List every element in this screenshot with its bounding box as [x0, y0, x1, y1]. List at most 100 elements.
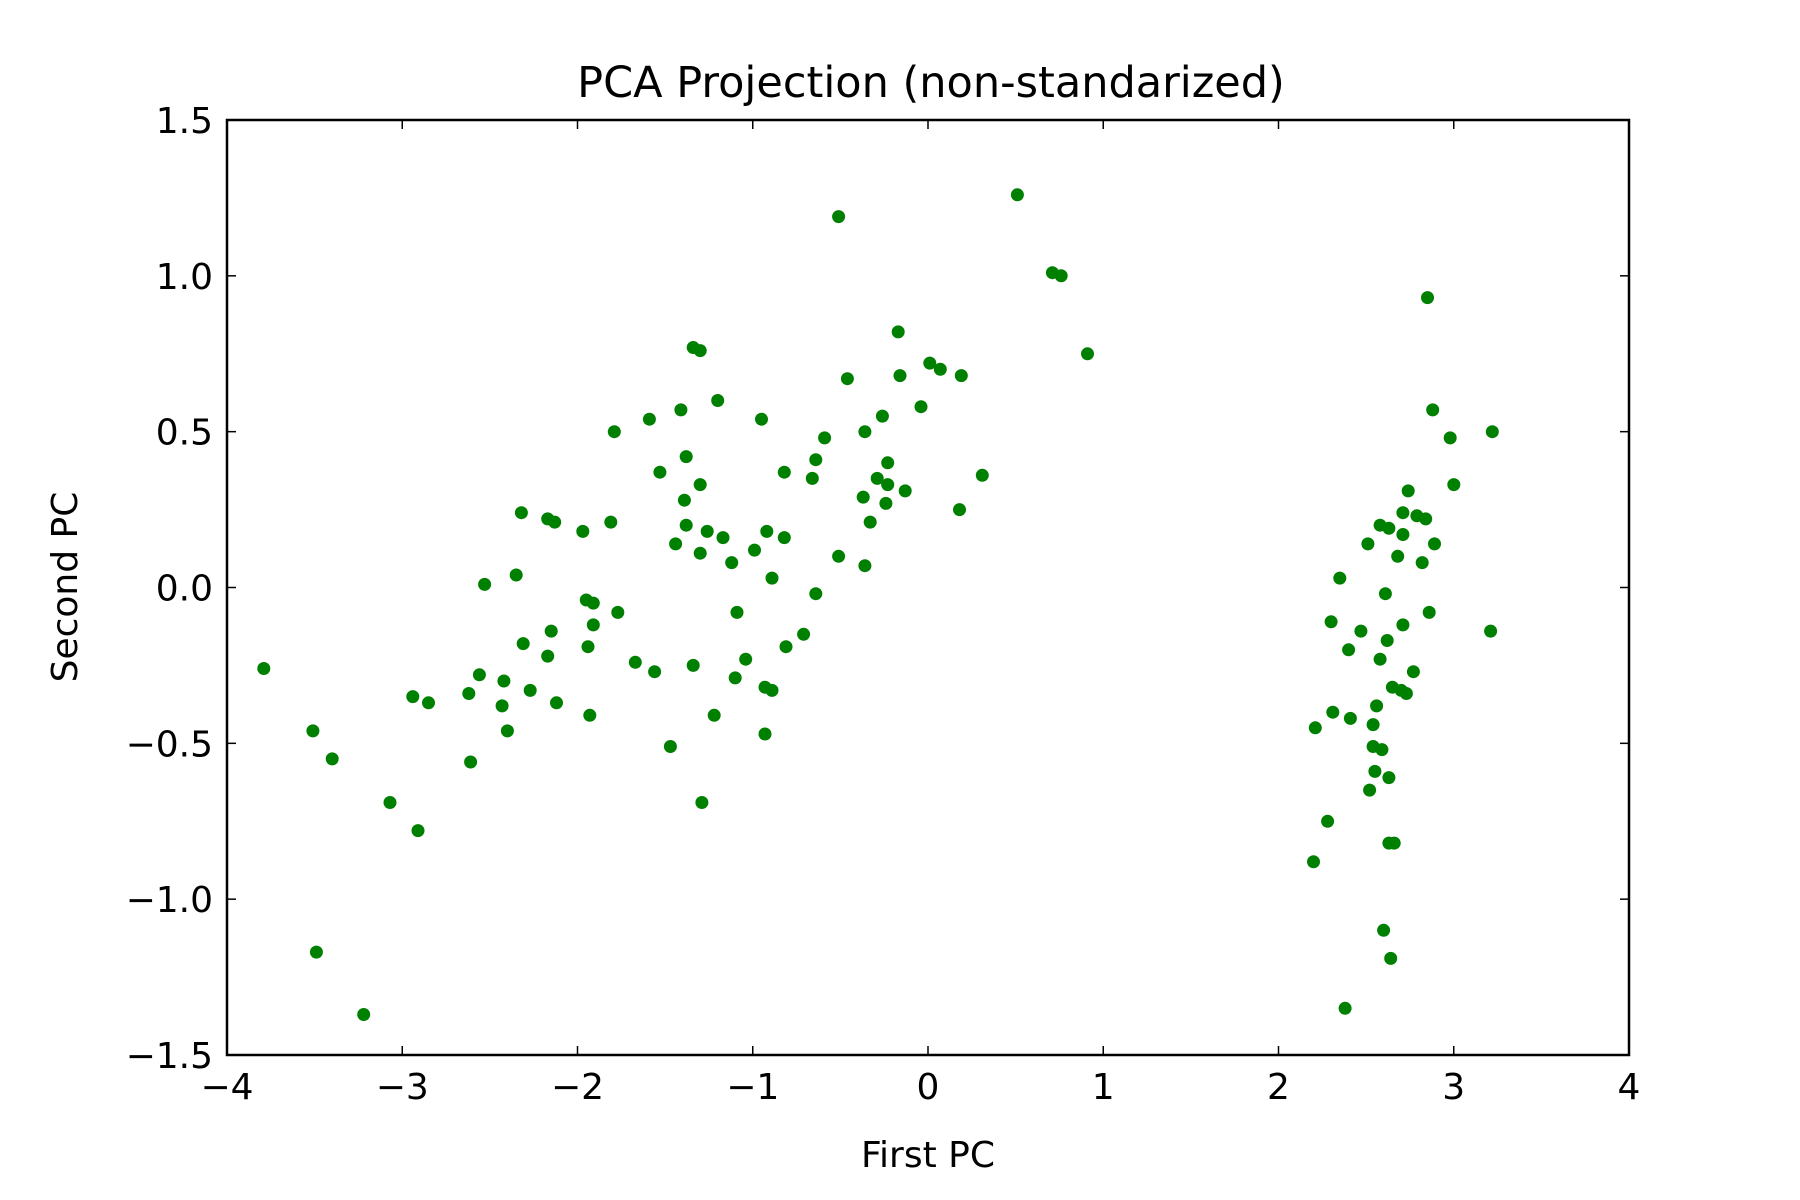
scatter-point: [730, 605, 744, 619]
scatter-point: [1399, 687, 1413, 700]
scatter-point: [1384, 951, 1398, 965]
scatter-point: [544, 624, 558, 638]
scatter-point: [1342, 643, 1356, 657]
scatter-point: [1387, 836, 1401, 850]
scatter-point: [933, 362, 947, 376]
scatter-point: [1426, 403, 1440, 417]
scatter-point: [765, 571, 779, 585]
scatter-point: [818, 431, 832, 445]
scatter-point: [548, 515, 562, 529]
scatter-point: [1443, 431, 1457, 445]
scatter-point: [257, 662, 271, 675]
scatter-point: [686, 658, 700, 672]
scatter-point: [648, 665, 662, 679]
x-tick-label: 4: [1618, 1067, 1641, 1108]
scatter-point: [653, 465, 667, 479]
scatter-point: [797, 627, 811, 641]
scatter-point: [707, 708, 721, 722]
x-tick-label: 3: [1442, 1067, 1465, 1108]
scatter-point: [462, 687, 476, 700]
scatter-point: [809, 453, 823, 467]
scatter-point: [1428, 537, 1441, 551]
scatter-point: [357, 1008, 371, 1021]
scatter-point: [1375, 743, 1389, 757]
scatter-point: [881, 456, 895, 470]
scatter-point: [1333, 571, 1347, 585]
scatter-point: [1377, 923, 1391, 937]
scatter-point: [1382, 521, 1396, 535]
y-tick-label: 1.0: [156, 257, 213, 298]
scatter-point: [1415, 556, 1429, 570]
scatter-point: [495, 699, 509, 713]
scatter-point: [306, 724, 320, 738]
scatter-point: [693, 546, 707, 560]
scatter-point: [1447, 478, 1461, 492]
scatter-point: [777, 465, 791, 479]
scatter-point: [1307, 855, 1320, 869]
scatter-point: [309, 945, 323, 959]
y-tick-label: −0.5: [126, 724, 213, 765]
x-tick-label: −1: [726, 1067, 779, 1108]
scatter-point: [700, 524, 714, 538]
scatter-point: [1485, 425, 1499, 439]
scatter-point: [1421, 291, 1434, 305]
scatter-point: [953, 503, 966, 517]
y-tick-label: 1.5: [156, 101, 213, 142]
scatter-point: [832, 549, 846, 563]
scatter-point: [695, 796, 709, 809]
scatter-point: [725, 556, 739, 570]
scatter-point: [422, 696, 435, 710]
scatter-point: [550, 696, 563, 710]
scatter-point: [514, 506, 528, 520]
x-tick-label: 2: [1267, 1067, 1290, 1108]
scatter-point: [1396, 506, 1410, 520]
scatter-point: [497, 674, 511, 688]
scatter-point: [858, 425, 872, 439]
scatter-point: [1326, 705, 1340, 719]
scatter-point: [777, 531, 791, 545]
scatter-point: [478, 577, 492, 591]
scatter-point: [755, 412, 768, 426]
scatter-point: [891, 325, 905, 339]
scatter-point: [739, 652, 753, 666]
scatter-point: [856, 490, 870, 504]
scatter-point: [1484, 624, 1498, 638]
data-points: [257, 188, 1499, 1021]
scatter-point: [1324, 615, 1338, 629]
scatter-point: [516, 637, 530, 651]
scatter-point: [1010, 188, 1024, 202]
scatter-point: [1396, 528, 1410, 541]
scatter-point: [898, 484, 912, 498]
scatter-point: [1343, 711, 1357, 725]
scatter-point: [611, 605, 625, 619]
y-tick-label: −1.0: [126, 880, 213, 921]
scatter-point: [765, 683, 779, 697]
scatter-point: [1406, 665, 1420, 679]
y-tick-label: −1.5: [126, 1036, 213, 1077]
scatter-point: [583, 708, 597, 722]
scatter-point: [500, 724, 514, 738]
scatter-point: [1378, 587, 1392, 601]
x-axis-ticks: −4 −3 −2 −1 0 1 2 3 4: [200, 120, 1640, 1108]
scatter-point: [1338, 1001, 1352, 1015]
scatter-point: [832, 210, 846, 224]
scatter-point: [383, 796, 397, 809]
scatter-point: [325, 752, 339, 766]
scatter-point: [679, 518, 693, 532]
scatter-point: [464, 755, 478, 769]
scatter-point: [693, 478, 707, 492]
scatter-point: [1363, 783, 1377, 797]
scatter-point: [663, 740, 677, 753]
scatter-point: [711, 394, 725, 407]
scatter-point: [1401, 484, 1415, 498]
scatter-point: [875, 409, 889, 423]
scatter-point: [809, 587, 823, 601]
scatter-point: [758, 727, 772, 741]
scatter-point: [1373, 652, 1387, 666]
scatter-point: [779, 640, 793, 654]
scatter-point: [604, 515, 618, 529]
scatter-point: [1054, 269, 1068, 283]
y-tick-label: 0.5: [156, 413, 213, 454]
scatter-point: [628, 655, 642, 669]
scatter-point: [693, 344, 707, 358]
